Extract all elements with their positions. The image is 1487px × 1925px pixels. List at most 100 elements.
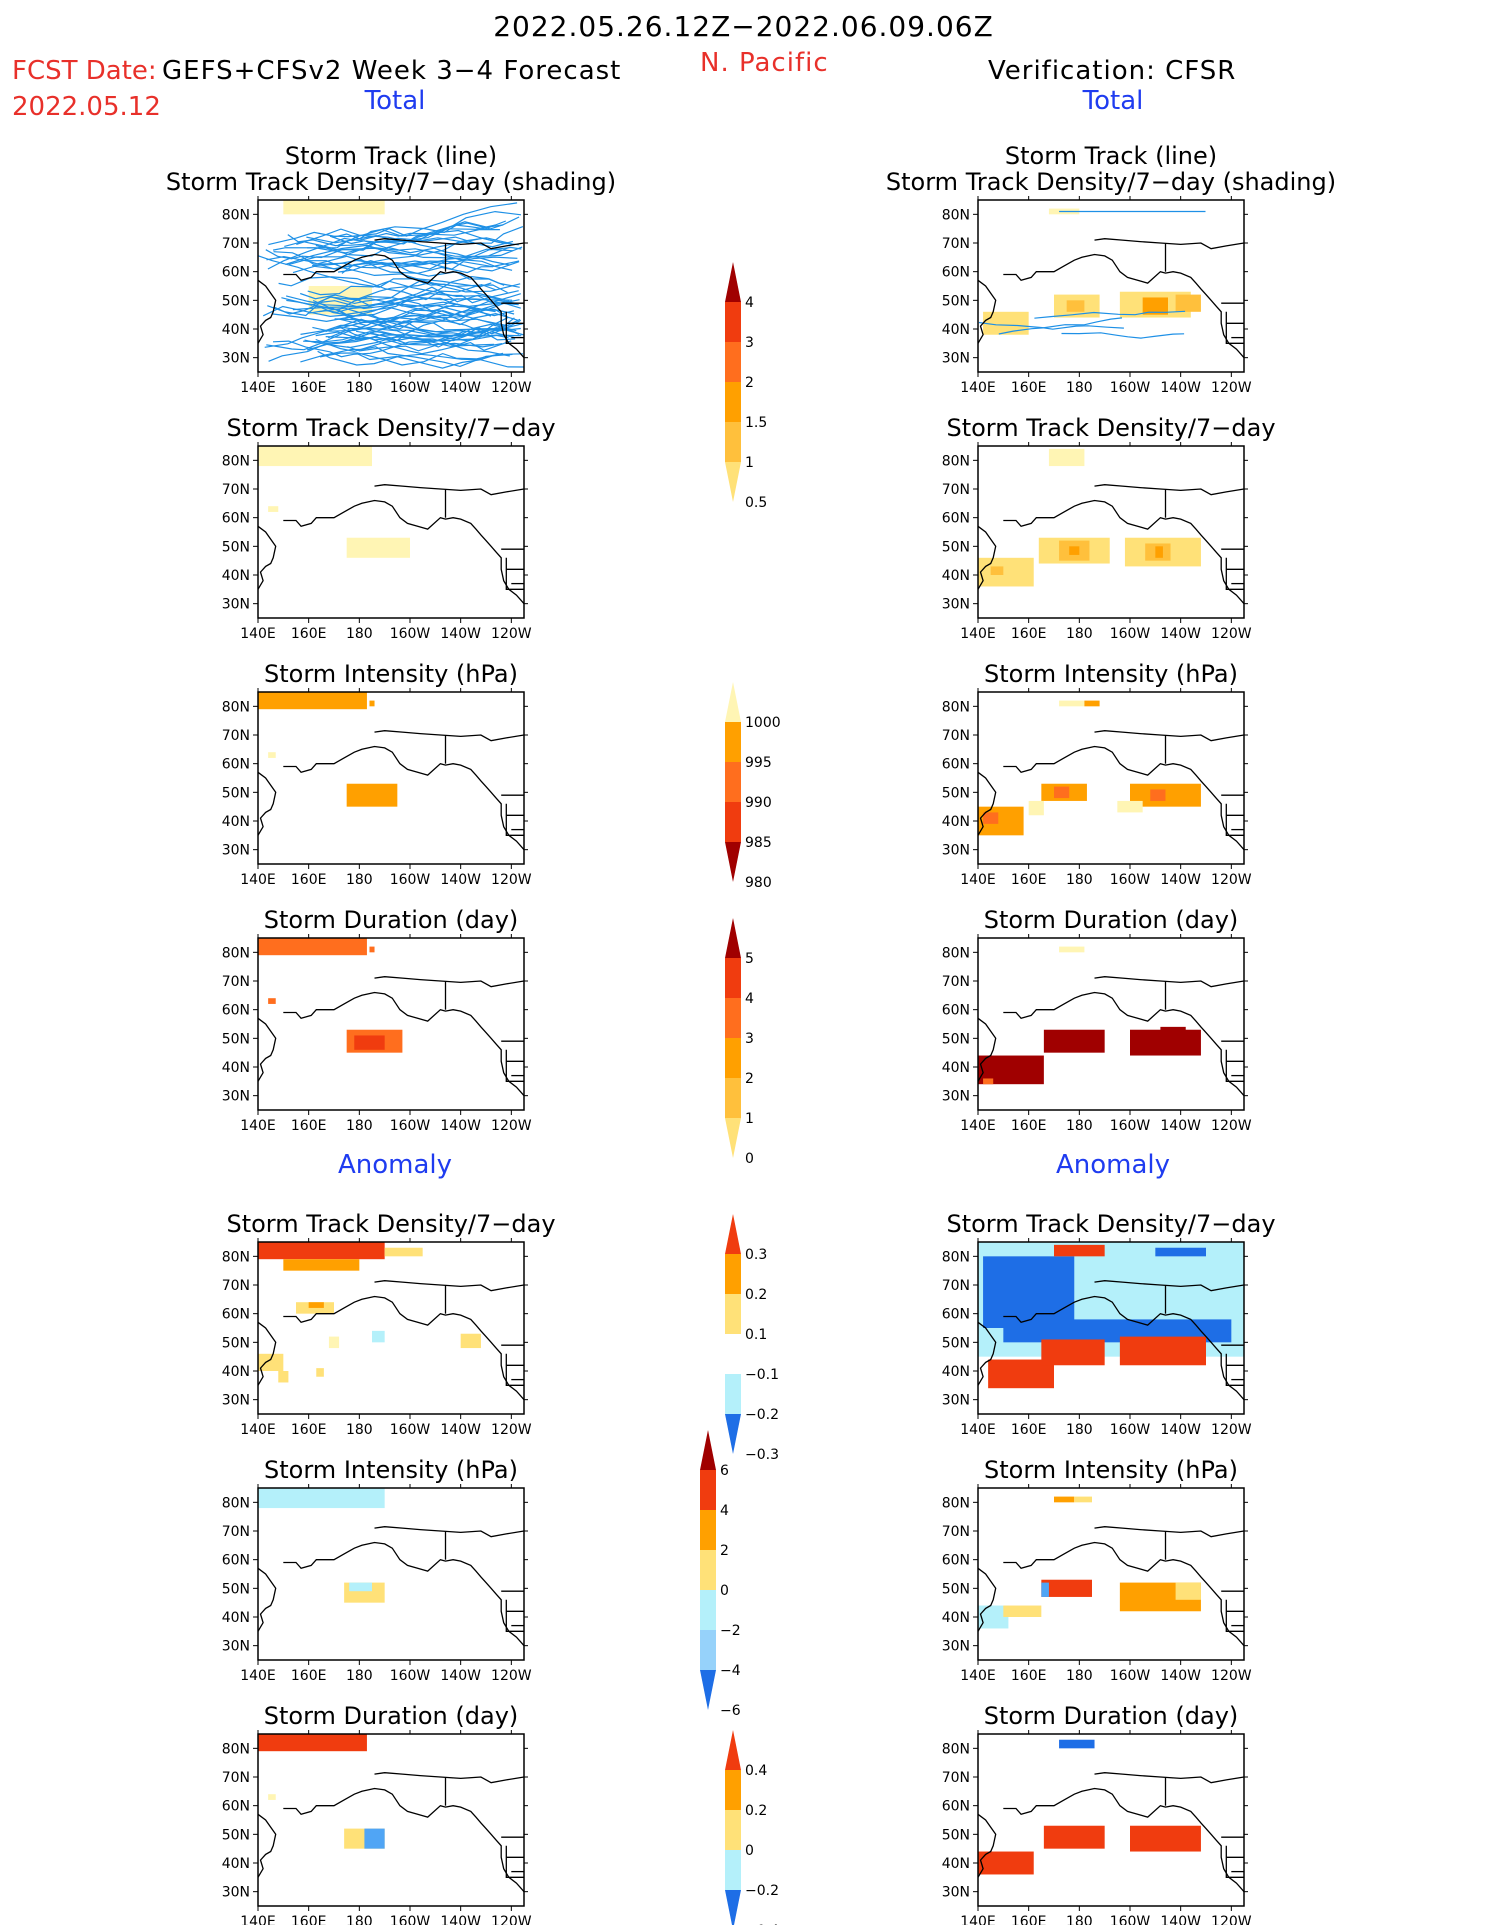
- colorbar-top-arrow: [725, 262, 741, 302]
- heat-cell-4: [354, 1035, 385, 1050]
- coastline-5: [505, 1599, 524, 1632]
- x-tick-label: 160E: [291, 872, 327, 888]
- panel-frame: [257, 1241, 525, 1415]
- heat-cell-1: [268, 1794, 276, 1800]
- x-tick-label: 160E: [1011, 1668, 1047, 1684]
- heat-cell-8: [1155, 546, 1163, 558]
- heat-cell-0: [283, 200, 385, 215]
- y-tick-label: 40N: [942, 568, 970, 584]
- coastline-0: [977, 279, 997, 344]
- colorbar-bottom-arrow: [725, 1118, 741, 1158]
- x-tick-label: 180: [1066, 1118, 1093, 1134]
- section-total-right: Total: [1082, 86, 1144, 116]
- y-tick-label: 30N: [942, 1885, 970, 1901]
- y-tick-label: 30N: [942, 351, 970, 367]
- coastline-1: [283, 1295, 525, 1401]
- storm-track-line: [344, 297, 508, 320]
- coastline-5: [1225, 803, 1244, 836]
- storm-track-line: [330, 290, 519, 316]
- x-tick-label: 140W: [1160, 1668, 1201, 1684]
- y-tick-label: 40N: [942, 1856, 970, 1872]
- y-tick-label: 40N: [942, 814, 970, 830]
- chart-panel-12: Storm Duration (day) 140E 160E 180 160W 140W 1…: [222, 1702, 532, 1925]
- heat-cell-3: [346, 783, 398, 807]
- x-tick-label: 180: [1066, 380, 1093, 396]
- heat-cell-0: [258, 1734, 367, 1752]
- y-tick-label: 80N: [222, 1741, 250, 1757]
- heat-cell-4: [296, 1302, 334, 1314]
- x-tick-label: 160E: [291, 1668, 327, 1684]
- colorbar-label: 4: [745, 991, 754, 1007]
- coastline-0: [257, 771, 277, 836]
- colorbar-label: 2: [745, 375, 754, 391]
- heat-cell-1: [268, 506, 279, 512]
- coastline-1: [1003, 1295, 1245, 1401]
- colorbar-label: 985: [745, 835, 772, 851]
- x-tick-label: 120W: [491, 1914, 532, 1925]
- coastline-1: [1003, 499, 1245, 605]
- x-tick-label: 160E: [291, 626, 327, 642]
- colorbar-label: −0.2: [745, 1407, 779, 1423]
- x-tick-label: 160W: [1110, 380, 1151, 396]
- fcst-date-value: 2022.05.12: [12, 92, 161, 122]
- storm-track-line: [325, 326, 522, 347]
- y-tick-label: 50N: [222, 1581, 250, 1597]
- colorbar-label: 0.2: [745, 1287, 767, 1303]
- x-tick-label: 120W: [1211, 1914, 1252, 1925]
- y-tick-label: 40N: [222, 322, 250, 338]
- heat-cell-5: [1160, 1026, 1186, 1042]
- section-anomaly-right: Anomaly: [1055, 1150, 1171, 1180]
- heat-cell-1: [978, 1851, 1034, 1875]
- coastline-0: [257, 1567, 277, 1632]
- coastline-5: [505, 557, 524, 590]
- heat-cell-6: [1028, 800, 1044, 816]
- coastline-0: [257, 1017, 277, 1082]
- heat-cell-2: [978, 1605, 1009, 1629]
- coastline-5: [505, 311, 524, 344]
- x-tick-label: 140W: [1160, 872, 1201, 888]
- panel-frame: [977, 1733, 1245, 1907]
- panel-title: Storm Track Density/7−day: [946, 1210, 1275, 1238]
- x-tick-label: 160W: [390, 626, 431, 642]
- storm-track-line: [268, 202, 518, 246]
- y-tick-label: 50N: [222, 293, 250, 309]
- x-tick-label: 140W: [1160, 1422, 1201, 1438]
- storm-track-line: [316, 255, 520, 272]
- colorbar-bottom-arrow: [725, 462, 741, 502]
- colorbar-label: 0: [720, 1583, 729, 1599]
- storm-track-line: [300, 282, 521, 301]
- chart-panel-9: Storm Track Density/7−day 140E 160E 180 160W…: [942, 1210, 1276, 1438]
- coastline-2: [1094, 976, 1245, 988]
- coastline-1: [283, 499, 525, 605]
- chart-panel-4: Storm Intensity (hPa) 140E 160E 180 160W 140W…: [222, 660, 532, 888]
- panel-frame: [257, 445, 525, 619]
- coastline-0: [977, 525, 997, 590]
- coastline-2: [1094, 484, 1245, 496]
- heat-cell-0: [1059, 700, 1085, 707]
- coastline-0: [977, 1813, 997, 1878]
- y-tick-label: 70N: [222, 728, 250, 744]
- y-tick-label: 40N: [942, 1060, 970, 1076]
- y-tick-label: 40N: [942, 1364, 970, 1380]
- storm-track-line: [307, 280, 521, 304]
- y-tick-label: 70N: [942, 236, 970, 252]
- y-tick-label: 60N: [222, 757, 250, 773]
- heat-cell-1: [978, 557, 1034, 587]
- y-tick-label: 80N: [222, 1495, 250, 1511]
- colorbar-label: 3: [745, 335, 754, 351]
- colorbar-label: 3: [745, 1031, 754, 1047]
- coastline-1: [283, 745, 525, 851]
- x-tick-label: 120W: [1211, 626, 1252, 642]
- x-tick-label: 160W: [1110, 1668, 1151, 1684]
- storm-track-line: [271, 307, 518, 326]
- panel-frame: [257, 691, 525, 865]
- chart-panel-13: Storm Duration (day) 140E 160E 180 160W 140W 1…: [942, 1702, 1252, 1925]
- heat-cell-0: [1054, 1496, 1075, 1503]
- panel-title: Storm Duration (day): [264, 1702, 519, 1730]
- heat-cell-4: [1041, 1579, 1092, 1597]
- heat-cell-0: [258, 1242, 385, 1260]
- y-tick-label: 60N: [222, 511, 250, 527]
- y-tick-label: 30N: [222, 351, 250, 367]
- x-tick-label: 160E: [291, 1422, 327, 1438]
- x-tick-label: 140E: [960, 1118, 996, 1134]
